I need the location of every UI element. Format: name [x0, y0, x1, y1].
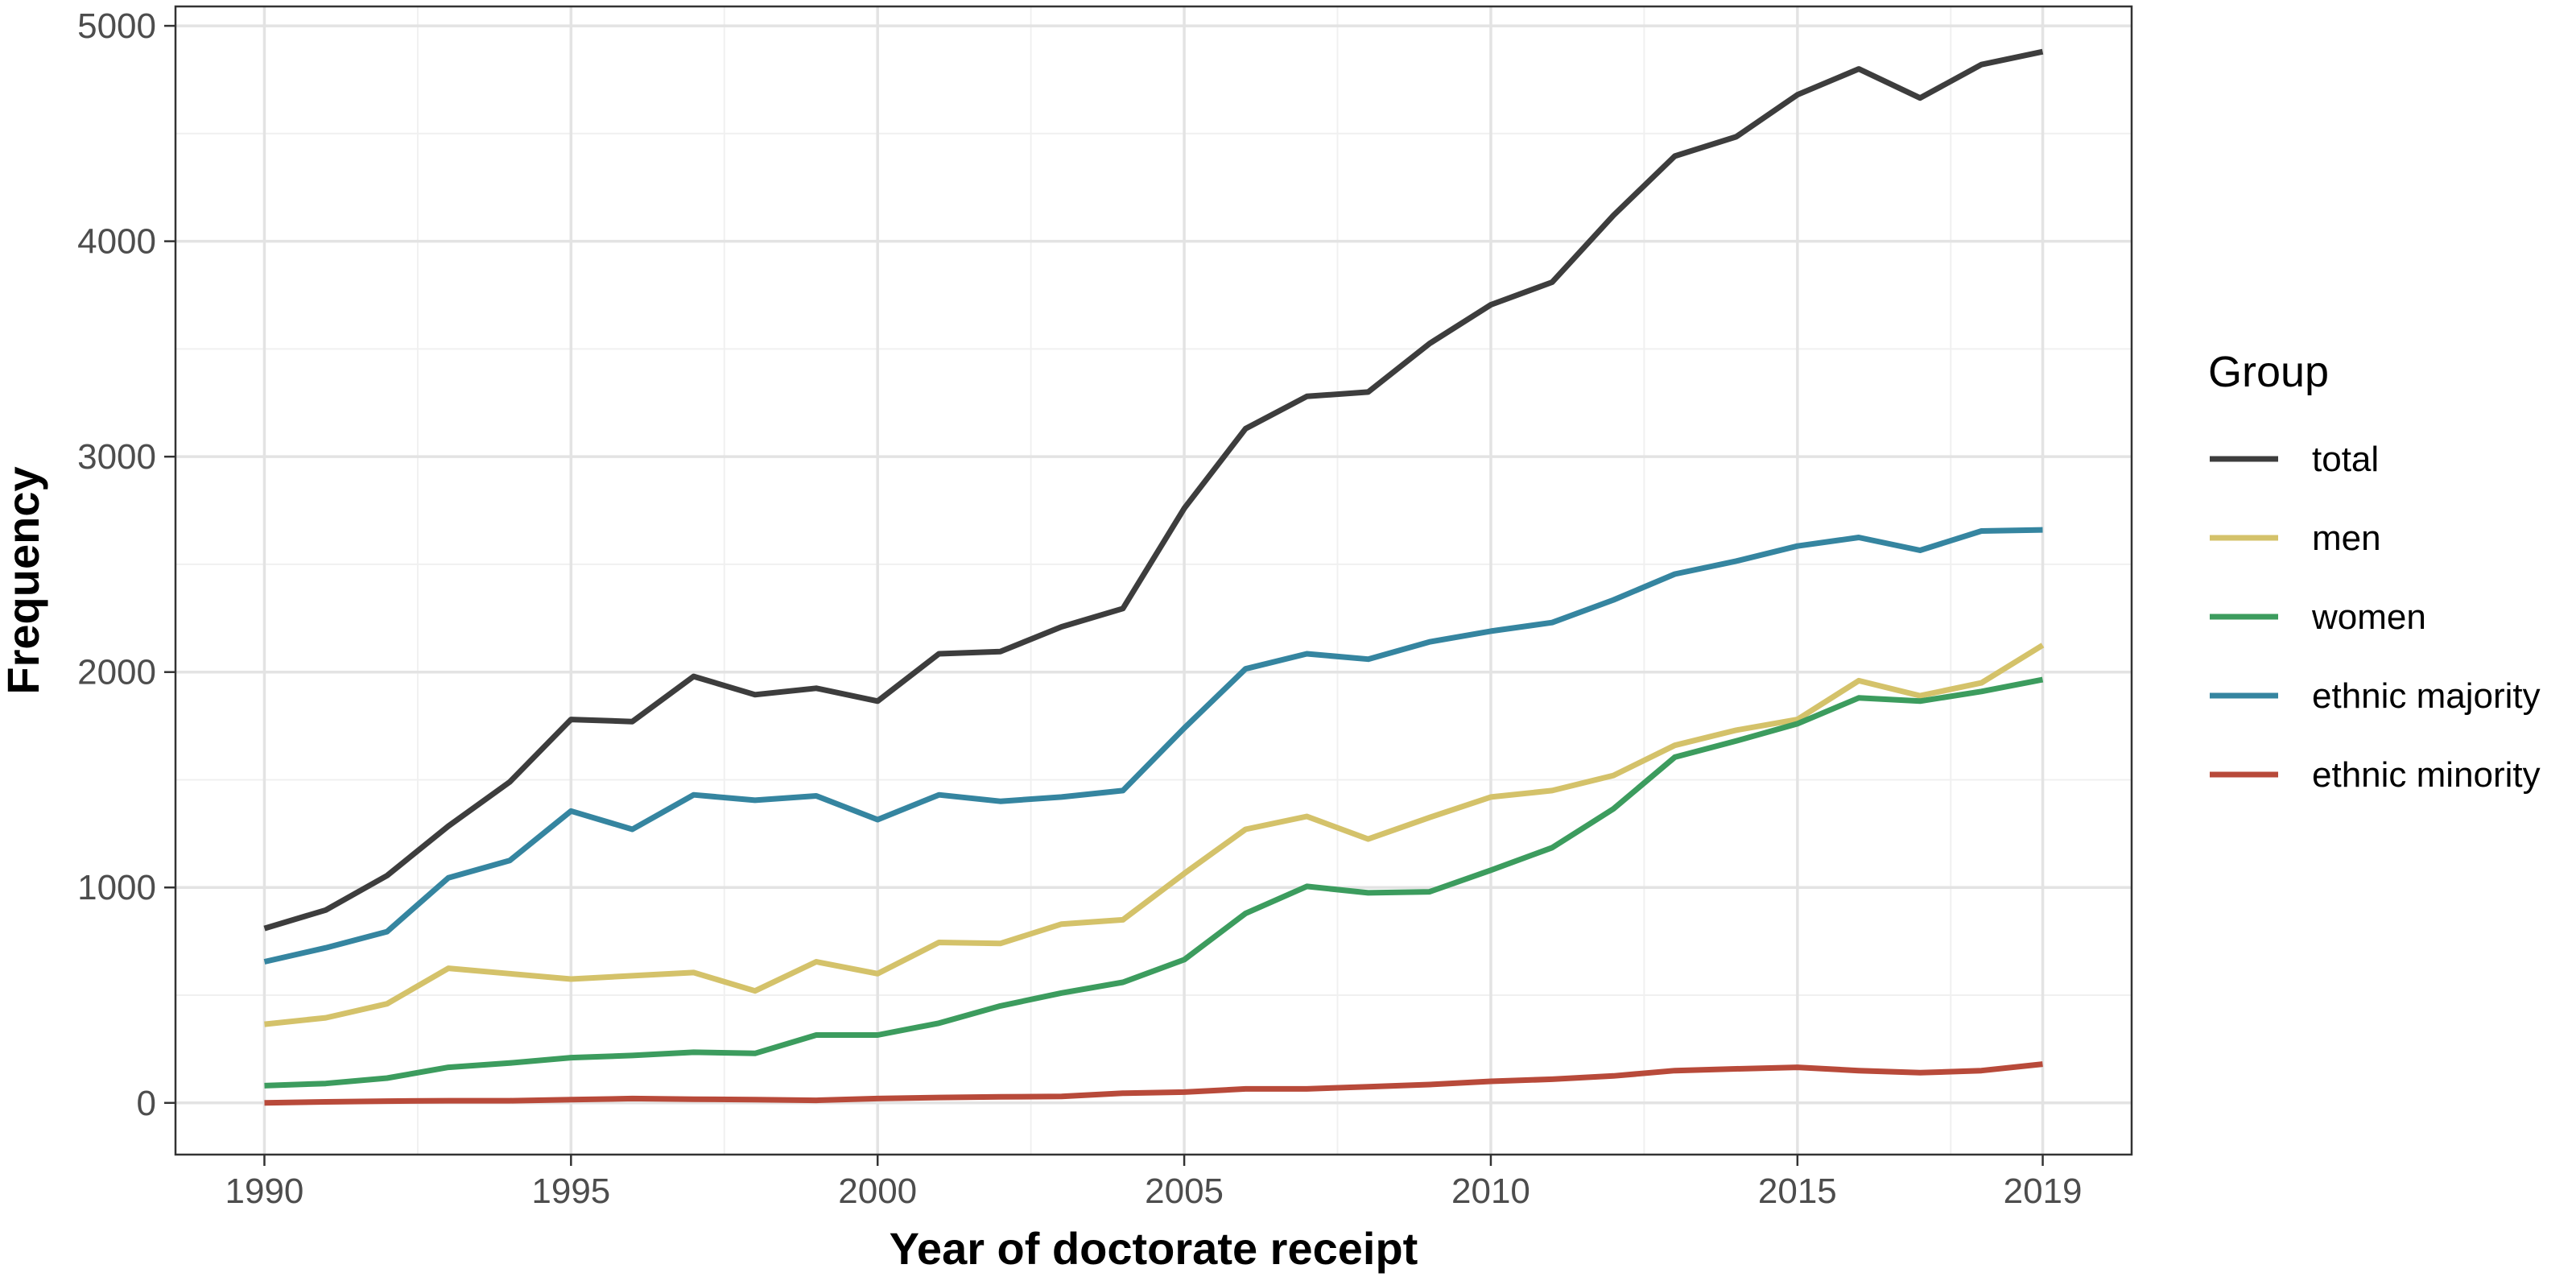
plot-panel-background — [175, 6, 2132, 1155]
legend: Group total men women ethnic majority ethnic… — [2208, 348, 2541, 795]
y-tick-label: 1000 — [77, 868, 156, 907]
x-tick-label: 1990 — [225, 1171, 304, 1211]
plot-panel-border — [174, 5, 2133, 1156]
y-axis-title: Frequency — [0, 466, 48, 694]
series-line-ethnic-minority — [264, 1061, 2043, 1106]
x-tick-label: 2019 — [2004, 1171, 2083, 1211]
y-tick-label: 4000 — [77, 222, 156, 262]
legend-label-men: men — [2312, 519, 2381, 558]
x-tick-label: 2010 — [1451, 1171, 1530, 1211]
legend-label-total: total — [2312, 440, 2379, 479]
legend-label-ethnic-majority: ethnic majority — [2312, 676, 2541, 716]
x-tick-label: 2000 — [838, 1171, 917, 1211]
y-tick-label: 3000 — [77, 437, 156, 477]
y-tick-label: 2000 — [77, 653, 156, 692]
x-tick-label: 2015 — [1758, 1171, 1837, 1211]
x-tick-label: 1995 — [531, 1171, 610, 1211]
series-line-ethnic-majority — [263, 527, 2043, 965]
series-line-women — [264, 676, 2044, 1089]
x-tick-label: 2005 — [1145, 1171, 1224, 1211]
series-line-total — [263, 48, 2044, 932]
series-line-men — [264, 643, 2045, 1027]
y-tick-label: 0 — [137, 1084, 156, 1123]
y-tick-label: 5000 — [77, 6, 156, 46]
legend-label-women: women — [2311, 597, 2426, 637]
x-axis-title: Year of doctorate receipt — [890, 1223, 1418, 1274]
legend-label-ethnic-minority: ethnic minority — [2312, 755, 2541, 795]
legend-title: Group — [2208, 348, 2329, 396]
axes: 1990 1995 2000 2005 2010 2015 2019 0 1000 2000 300… — [77, 6, 2082, 1211]
series-lines — [263, 48, 2045, 1106]
